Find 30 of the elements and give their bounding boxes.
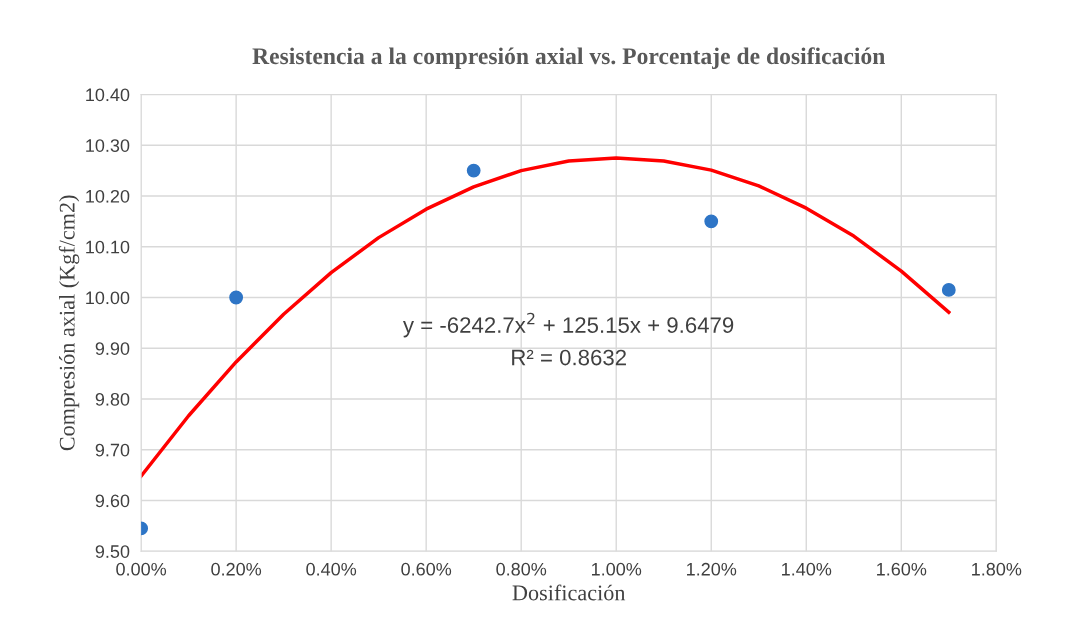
y-tick-label: 9.60 (95, 494, 130, 508)
x-tick-label: 1.80% (972, 562, 1022, 576)
chart-title: Resistencia a la compresión axial vs. Porcentaje de dosificación (252, 47, 885, 69)
y-tick-label: 10.40 (86, 88, 130, 102)
point (704, 214, 719, 229)
line-series (141, 156, 951, 478)
y-tick-label: 9.70 (95, 443, 130, 457)
x-tick-label: 0.40% (306, 562, 357, 576)
x-tick-label: 0.00% (116, 562, 167, 576)
y-tick-label: 10.20 (86, 189, 130, 203)
y-tick-label: 10.30 (86, 139, 130, 152)
x-tick-label: 0.80% (496, 562, 547, 576)
y-tick-label: 9.50 (95, 545, 130, 558)
y-tick-label: 10.00 (86, 291, 130, 305)
annotation: R² = 0.8632 (512, 349, 626, 366)
y-tick-label: 9.90 (95, 342, 130, 355)
x-tick-label: 1.20% (687, 562, 737, 576)
point (941, 282, 956, 297)
x-tick-label: 0.20% (211, 562, 262, 576)
annotation: y = -6242.7x$^{2}$ + 125.15x + 9.6479 (402, 312, 734, 338)
x-axis-title: Dosificación (512, 584, 626, 601)
x-tick-label: 1.00% (592, 562, 642, 576)
y-tick-label: 9.80 (95, 392, 130, 406)
y-tick-label: 10.10 (86, 240, 130, 254)
point (229, 290, 244, 305)
x-tick-label: 0.60% (401, 562, 452, 576)
x-tick-label: 1.40% (782, 562, 832, 576)
point (466, 163, 481, 178)
x-tick-label: 1.60% (877, 562, 927, 576)
y-axis-title: Compresión axial (Kgf/cm2) (58, 195, 80, 451)
